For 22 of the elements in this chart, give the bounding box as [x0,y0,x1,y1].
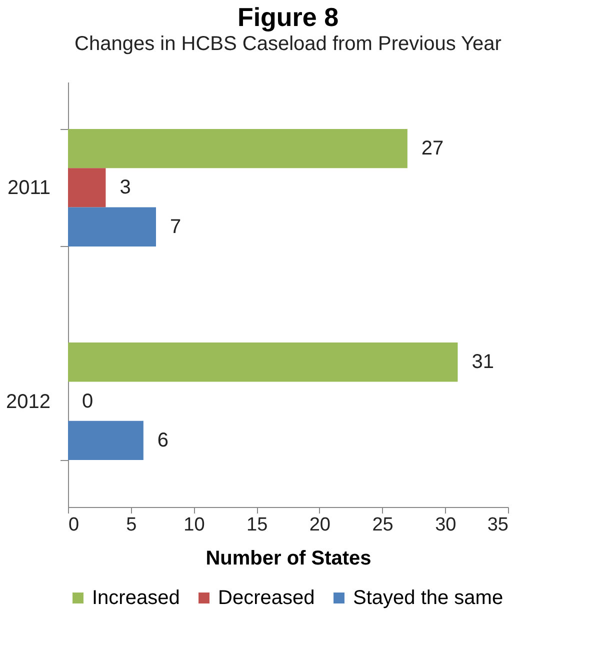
x-tick-label: 10 [184,514,205,536]
legend-label: Decreased [218,587,315,609]
chart-title: Figure 8 [237,2,339,32]
x-tick-label: 30 [435,514,456,536]
y-tick-label: 2011 [7,177,50,200]
chart-subtitle: Changes in HCBS Caseload from Previous Year [74,33,502,55]
data-label: 0 [82,390,94,412]
data-label: 3 [120,176,131,199]
legend-label: Increased [92,587,180,609]
data-label: 31 [472,351,494,374]
data-label: 6 [157,429,169,452]
data-label: 27 [421,138,444,160]
y-tick-label: 2012 [6,390,50,413]
x-axis-title: Number of States [206,548,372,570]
x-tick-label: 5 [126,514,137,536]
x-tick-label: 0 [68,514,80,536]
x-tick-label: 35 [487,514,508,536]
legend-label: Stayed the same [353,587,504,609]
x-tick-label: 20 [309,514,330,536]
x-tick-label: 15 [246,514,268,536]
data-label: 7 [170,216,182,238]
x-tick-label: 25 [372,514,394,536]
